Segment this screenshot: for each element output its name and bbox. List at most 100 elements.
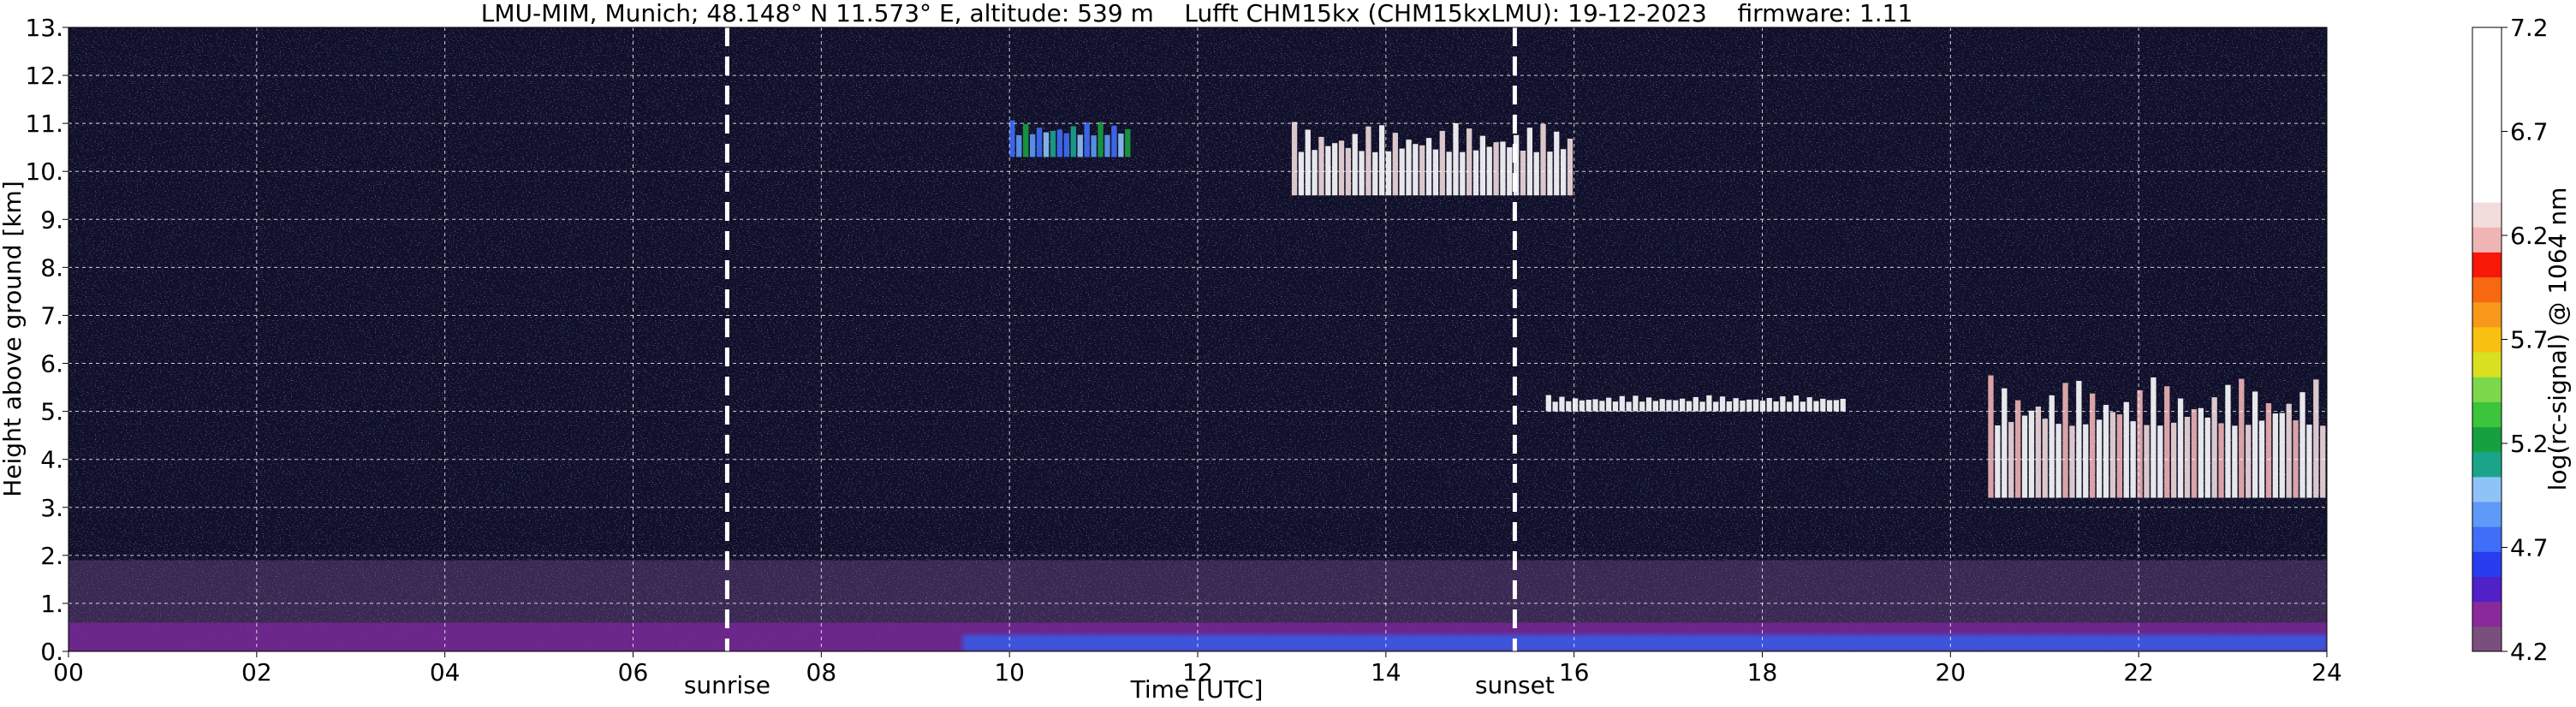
colorbar-tick-label: 6.2 (2510, 222, 2549, 250)
colorbar-band (2472, 377, 2502, 402)
cirrus-cell (1084, 122, 1090, 157)
colorbar: 4.2 4.7 5.2 5.7 6.2 6.7 7.2 log(rc-signal) @ 1… (2472, 14, 2572, 666)
cirrus-cell (1043, 132, 1050, 157)
cloud-cell (2028, 410, 2035, 498)
cirrus-cell (1050, 130, 1056, 157)
cloud-cell (1813, 401, 1819, 412)
cloud-cell (2265, 403, 2272, 498)
cloud-cell (1572, 398, 1579, 412)
cloud-cell (2008, 422, 2014, 498)
cloud-cell (2239, 378, 2245, 498)
cirrus-patch (1009, 120, 1131, 157)
y-tick-label: 7. (40, 301, 63, 330)
cirrus-cell (1312, 150, 1318, 196)
x-tick-label: 24 (2311, 658, 2342, 686)
sunset-label: sunset (1475, 671, 1555, 699)
x-tick-label: 00 (53, 658, 84, 686)
colorbar-band (2472, 276, 2502, 303)
y-tick-label: 11. (25, 110, 63, 138)
cirrus-cell (1298, 152, 1305, 196)
cloud-cell (1633, 395, 1639, 412)
cloud-cell (1585, 400, 1591, 412)
colorbar-band (2472, 626, 2502, 652)
cirrus-cell (1009, 120, 1015, 157)
cloud-cell (2055, 424, 2061, 498)
x-tick-label: 06 (618, 658, 649, 686)
sun-labels: sunrise sunset (684, 671, 1555, 699)
colorbar-band (2472, 127, 2502, 153)
cloud-cell (1706, 395, 1712, 412)
cloud-cell (2299, 392, 2305, 498)
colorbar-band (2472, 551, 2502, 578)
colorbar-tick-label: 4.7 (2510, 534, 2549, 562)
cirrus-cell (1399, 148, 1405, 196)
cirrus-cell (1446, 152, 1452, 196)
cloud-cell (1740, 401, 1746, 412)
colorbar-band (2472, 301, 2502, 328)
cloud-cell (1833, 400, 1840, 412)
cloud-cell (1840, 398, 1846, 412)
cloud-cell (1673, 400, 1679, 412)
cirrus-cell (1413, 144, 1419, 196)
cloud-cell (1787, 401, 1793, 412)
cloud-cell (2090, 393, 2096, 498)
cloud-cell (1645, 397, 1652, 412)
cloud-cell (2076, 380, 2082, 498)
cloud-cell (1606, 397, 1612, 412)
cloud-cell (1639, 401, 1645, 412)
y-axis-ticks: 0. 1. 2. 3. 4. 5. 6. 7. 8. 9. 10. 11. 12. 13. (25, 14, 68, 666)
cloud-cell (2272, 413, 2279, 498)
cirrus-cell (1077, 134, 1083, 157)
cirrus-cell (1406, 140, 1412, 196)
cloud-cell (2116, 414, 2122, 498)
chart-title: LMU-MIM, Munich; 48.148° N 11.573° E, al… (481, 0, 1913, 27)
cloud-cell (1652, 401, 1659, 412)
x-axis-ticks: 00 02 04 06 08 10 12 14 16 18 20 22 24 (53, 651, 2342, 686)
cloud-cell (2083, 424, 2089, 498)
y-tick-label: 13. (25, 14, 63, 42)
cirrus-cell (1063, 133, 1070, 157)
cirrus-cell (1098, 122, 1104, 157)
grid-lines (68, 27, 2327, 651)
cirrus-cell (1540, 123, 1546, 196)
cloud-cell (2042, 419, 2048, 498)
y-tick-label: 1. (40, 590, 63, 618)
colorbar-ticks: 4.2 4.7 5.2 5.7 6.2 6.7 7.2 (2502, 14, 2549, 666)
y-tick-label: 8. (40, 253, 63, 282)
cloud-cell (1713, 401, 1719, 412)
sun-lines (724, 27, 1517, 651)
cirrus-cell (1385, 151, 1392, 196)
colorbar-band (2472, 352, 2502, 377)
plot-area (68, 27, 2327, 651)
cirrus-cell (1378, 125, 1385, 196)
x-tick-label: 14 (1371, 658, 1401, 686)
cloud-cell (1666, 400, 1672, 412)
colorbar-band (2472, 102, 2502, 128)
colorbar-band (2472, 27, 2502, 53)
cirrus-cell (1520, 151, 1526, 196)
colorbar-tick-label: 6.7 (2510, 118, 2549, 146)
x-tick-label: 12 (1182, 658, 1213, 686)
cirrus-cell (1091, 135, 1097, 157)
colorbar-tick-label: 5.2 (2510, 430, 2549, 458)
cloud-cell (1659, 399, 1665, 412)
cirrus-cell (1338, 140, 1345, 196)
cirrus-cell (1352, 134, 1358, 196)
cloud-cell (2096, 419, 2103, 498)
cloud-cell (1826, 400, 1833, 412)
y-tick-label: 9. (40, 205, 63, 234)
cloud-cell (1686, 401, 1693, 412)
y-tick-label: 12. (25, 62, 63, 90)
colorbar-band (2472, 476, 2502, 502)
cloud-cell (1793, 395, 1800, 412)
cirrus-cell (1016, 135, 1022, 157)
cloud-cell (1680, 398, 1686, 412)
colorbar-band (2472, 176, 2502, 203)
cirrus-cell (1514, 134, 1520, 196)
cirrus-cell (1425, 138, 1432, 196)
cirrus-cell (1318, 136, 1324, 196)
cloud-cell (1719, 396, 1726, 412)
cloud-cell (2177, 398, 2184, 498)
cloud-cell (1545, 395, 1551, 412)
cloud-cell (2252, 391, 2258, 498)
